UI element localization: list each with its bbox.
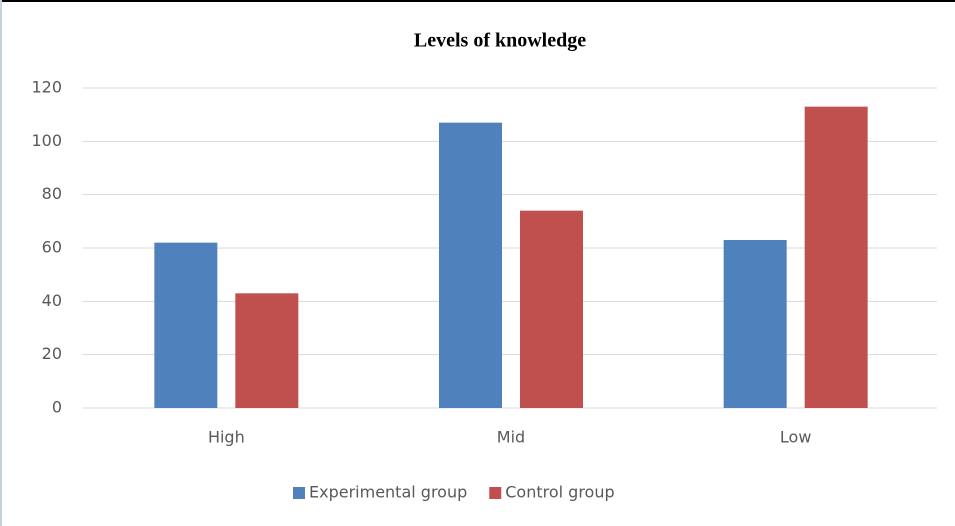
y-tick-label: 20: [42, 344, 62, 363]
x-tick-label: Mid: [497, 428, 525, 447]
bar: [723, 240, 787, 408]
bar: [520, 210, 583, 408]
y-tick-label: 80: [42, 184, 62, 203]
bar: [235, 293, 299, 408]
legend-swatch: [293, 487, 305, 499]
bar: [439, 122, 502, 409]
y-tick-label: 60: [42, 238, 62, 257]
y-tick-label: 0: [52, 398, 62, 417]
y-tick-label: 120: [31, 78, 62, 97]
y-tick-label: 40: [42, 291, 62, 310]
legend-label: Control group: [505, 483, 614, 502]
y-tick-label: 100: [31, 131, 62, 150]
x-tick-label: High: [208, 428, 245, 447]
chart-title: Levels of knowledge: [414, 30, 586, 52]
legend-swatch: [489, 487, 502, 499]
x-tick-label: Low: [780, 428, 812, 447]
bar: [154, 242, 218, 408]
legend-label: Experimental group: [309, 483, 467, 502]
bar: [804, 106, 868, 409]
